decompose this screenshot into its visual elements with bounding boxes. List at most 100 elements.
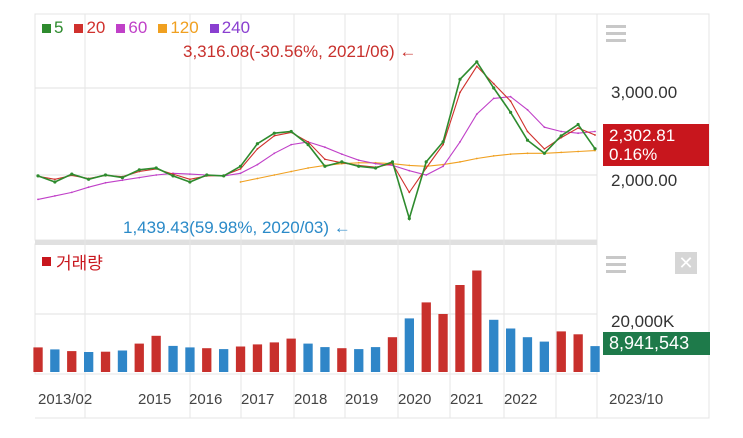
volume-bar: [438, 314, 448, 372]
x-label: 2021: [450, 391, 484, 408]
volume-bar: [219, 349, 229, 372]
data-point-ma20: [509, 100, 512, 102]
data-point-ma120: [492, 155, 495, 157]
data-point-ma5: [559, 134, 563, 138]
data-point-ma60: [290, 143, 293, 146]
data-point-ma120: [239, 181, 242, 183]
data-point-ma60: [87, 186, 90, 189]
data-point-ma120: [357, 161, 360, 164]
data-point-ma5: [255, 142, 259, 146]
volume-bar: [455, 285, 465, 372]
volume-bar: [370, 347, 381, 372]
data-point-ma60: [138, 176, 141, 179]
data-point-ma5: [424, 160, 428, 164]
data-point-ma120: [256, 177, 259, 180]
data-point-ma120: [290, 170, 293, 173]
legend-item-60[interactable]: 60: [116, 18, 147, 38]
volume-bar: [84, 352, 94, 372]
series-line-ma60: [37, 96, 596, 200]
volume-bar: [269, 342, 279, 372]
legend-swatch: [158, 23, 168, 33]
data-point-ma60: [357, 159, 360, 162]
legend-swatch: [116, 23, 126, 33]
legend-item-240[interactable]: 240: [209, 18, 251, 38]
data-point-ma20: [256, 148, 259, 150]
low-annotation: 1,439.43(59.98%, 2020/03) ←: [123, 218, 351, 237]
volume-bar: [337, 348, 347, 372]
data-point-ma60: [256, 163, 259, 166]
data-point-ma60: [459, 141, 461, 143]
data-point-ma5: [103, 173, 108, 177]
data-point-ma5: [340, 160, 344, 164]
data-point-ma20: [459, 91, 461, 94]
data-point-ma5: [593, 147, 597, 151]
legend-label: 240: [221, 18, 251, 37]
data-point-ma20: [273, 134, 276, 137]
volume-bar: [590, 346, 600, 372]
menu-icon[interactable]: [606, 256, 626, 277]
volume-bar: [168, 345, 178, 372]
close-icon[interactable]: ✕: [675, 252, 697, 274]
volume-bar: [235, 346, 246, 372]
data-point-ma5: [87, 177, 91, 181]
data-point-ma20: [324, 158, 326, 161]
y-tick-2000: 2,000.00: [611, 171, 678, 190]
legend-swatch: [209, 23, 219, 33]
volume-bars-group: [33, 270, 600, 373]
data-point-ma60: [442, 165, 444, 168]
data-point-ma60: [408, 169, 411, 172]
current-price: 2,302.81: [609, 126, 676, 145]
legend-item-20[interactable]: 20: [74, 18, 105, 38]
data-point-ma60: [273, 152, 276, 155]
data-point-ma5: [188, 180, 192, 184]
data-point-ma5: [154, 166, 158, 170]
legend-item-120[interactable]: 120: [158, 18, 199, 38]
data-point-ma20: [408, 191, 411, 194]
legend-label: 5: [54, 18, 64, 37]
menu-icon[interactable]: [606, 25, 626, 46]
volume-bar: [472, 270, 482, 372]
volume-bar: [252, 344, 263, 372]
data-point-ma5: [374, 166, 378, 170]
data-point-ma20: [425, 167, 428, 169]
current-volume: 8,941,543: [609, 333, 690, 353]
data-point-ma5: [171, 174, 175, 178]
gridlines: [35, 14, 597, 418]
data-point-ma5: [70, 172, 74, 176]
data-point-ma60: [560, 130, 563, 133]
volume-bar: [202, 348, 212, 372]
volume-swatch: [42, 257, 51, 266]
volume-bar: [556, 331, 566, 372]
data-point-ma5: [306, 143, 310, 147]
data-point-ma5: [205, 173, 209, 177]
x-label: 2023/10: [609, 391, 664, 408]
volume-bar: [134, 343, 144, 372]
data-point-ma120: [307, 167, 309, 169]
legend-swatch: [42, 23, 51, 33]
volume-bar: [421, 302, 431, 372]
data-point-ma20: [543, 148, 546, 150]
data-point-ma60: [543, 126, 546, 129]
data-point-ma120: [526, 152, 529, 155]
data-point-ma5: [222, 174, 226, 178]
current-volume-badge: 8,941,543: [603, 332, 710, 355]
data-point-ma5: [53, 180, 57, 184]
x-label: 2018: [294, 391, 328, 408]
volume-bar: [286, 338, 296, 372]
x-label: 2019: [345, 391, 379, 408]
volume-bar: [387, 337, 398, 372]
data-point-ma20: [577, 127, 579, 129]
data-point-ma60: [475, 113, 478, 115]
legend-item-5[interactable]: 5: [42, 18, 63, 38]
y-axis-frame: [596, 13, 710, 419]
x-label: 2013/02: [38, 391, 93, 408]
data-point-ma60: [104, 181, 107, 184]
data-point-ma60: [594, 130, 596, 133]
data-point-ma5: [576, 122, 580, 127]
data-point-ma20: [492, 82, 495, 85]
data-point-ma5: [407, 216, 411, 221]
volume-bar: [354, 349, 364, 372]
current-change: 0.16%: [609, 145, 658, 164]
series-line-ma120: [240, 150, 596, 183]
data-point-ma5: [525, 138, 530, 142]
